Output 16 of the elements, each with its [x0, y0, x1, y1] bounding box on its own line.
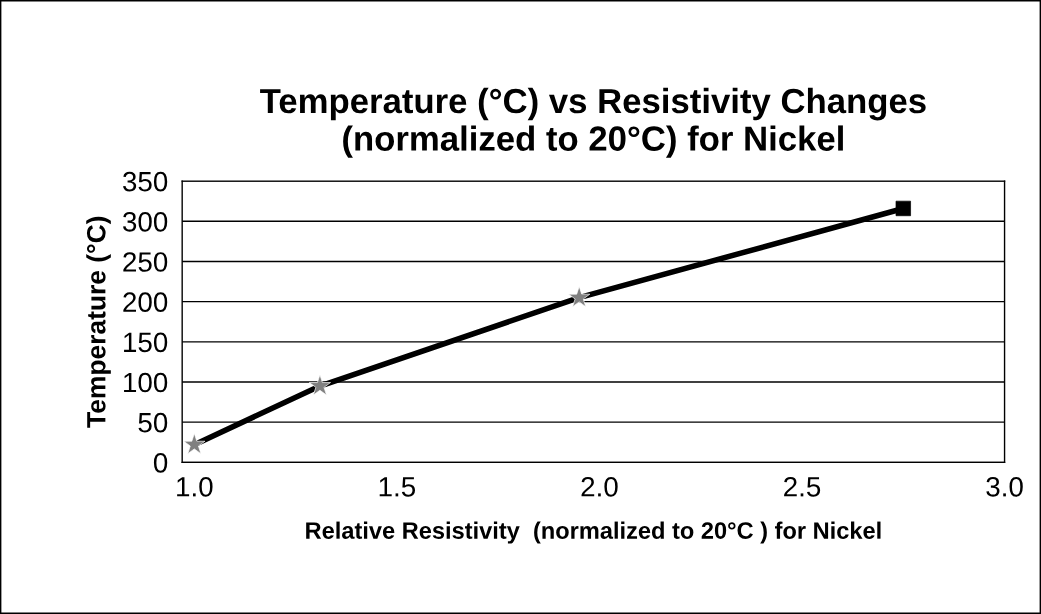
x-tick-label: 2.5: [784, 476, 821, 497]
x-tick-label: 1.5: [379, 477, 416, 497]
x-axis-title: Relative Resistivity (normalized to 20°C ) for Nickel: [306, 521, 881, 544]
y-tick-label: 100: [124, 372, 168, 393]
x-tick-label: 3.0: [986, 476, 1023, 497]
y-axis-title: Temperature (°C): [86, 216, 111, 428]
y-tick-label: 350: [123, 171, 168, 192]
y-tick-label: 200: [123, 292, 168, 312]
chart-title: Temperature (°C) vs Resistivity Changes (normalized to 20°C) for Nickel: [260, 87, 926, 158]
y-tick-label: 0: [153, 453, 168, 473]
x-tick-label: 1.0: [177, 476, 213, 497]
y-tick-label: 150: [124, 332, 168, 353]
y-tick-label: 250: [123, 252, 168, 272]
x-tick-label: 2.0: [581, 476, 618, 497]
y-tick-label: 300: [123, 211, 168, 232]
y-tick-label: 50: [138, 412, 168, 433]
